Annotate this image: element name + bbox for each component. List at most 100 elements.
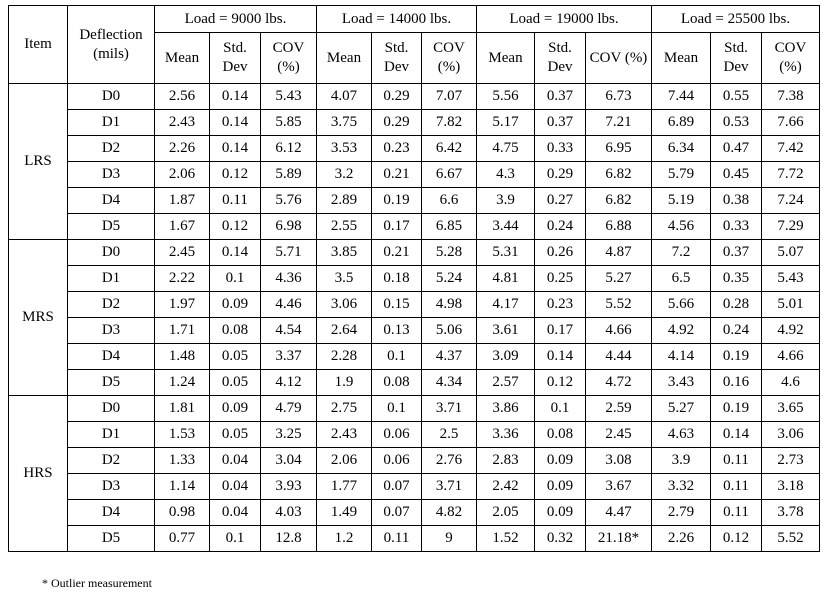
value-cell: 3.08 bbox=[585, 447, 652, 474]
table-row: D2 2.26 0.14 6.12 3.53 0.23 6.42 4.75 0.33 6.95 6.… bbox=[9, 135, 820, 162]
value-cell: 0.33 bbox=[710, 213, 762, 240]
value-cell: 0.12 bbox=[209, 213, 261, 240]
table-row: HRS D0 1.81 0.09 4.79 2.75 0.1 3.71 3.86 0.1 2.59 5… bbox=[8, 395, 820, 552]
value-cell: 2.26 bbox=[651, 525, 711, 552]
header-std-dev: Std. Dev bbox=[209, 32, 261, 84]
header-cov: COV (%) bbox=[421, 32, 477, 84]
header-std-dev: Std. Dev bbox=[534, 32, 586, 84]
value-cell: 0.09 bbox=[534, 447, 586, 474]
value-cell: 3.71 bbox=[421, 473, 477, 500]
value-cell: 5.19 bbox=[651, 187, 711, 214]
value-cell: 2.43 bbox=[316, 421, 372, 448]
value-cell: 5.07 bbox=[761, 239, 820, 266]
deflection-cell: D0 bbox=[67, 83, 155, 110]
value-cell: 0.24 bbox=[534, 213, 586, 240]
value-cell: 7.2 bbox=[651, 239, 711, 266]
value-cell: 0.11 bbox=[710, 499, 762, 526]
value-cell: 1.53 bbox=[154, 421, 210, 448]
value-cell: 1.9 bbox=[316, 369, 372, 396]
value-cell: 0.21 bbox=[371, 239, 422, 266]
table-row: D4 1.48 0.05 3.37 2.28 0.1 4.37 3.09 0.14 4.44 4.1… bbox=[9, 343, 820, 370]
header-load-14000: Load = 14000 lbs. bbox=[316, 5, 477, 33]
header-cov: COV (%) bbox=[260, 32, 317, 84]
value-cell: 6.34 bbox=[651, 135, 711, 162]
value-cell: 5.89 bbox=[260, 161, 317, 188]
table-row: D3 1.71 0.08 4.54 2.64 0.13 5.06 3.61 0.17 4.66 4.… bbox=[9, 317, 820, 344]
deflection-cell: D5 bbox=[67, 525, 155, 552]
value-cell: 5.79 bbox=[651, 161, 711, 188]
value-cell: 1.48 bbox=[154, 343, 210, 370]
value-cell: 3.67 bbox=[585, 473, 652, 500]
value-cell: 1.14 bbox=[154, 473, 210, 500]
value-cell: 2.89 bbox=[316, 187, 372, 214]
value-cell: 5.27 bbox=[585, 265, 652, 292]
value-cell: 0.37 bbox=[534, 109, 586, 136]
value-cell: 4.66 bbox=[585, 317, 652, 344]
value-cell: 0.06 bbox=[371, 447, 422, 474]
value-cell: 5.76 bbox=[260, 187, 317, 214]
value-cell: 0.29 bbox=[371, 83, 422, 110]
table-row: D5 0.77 0.1 12.8 1.2 0.11 9 1.52 0.32 21.18* 2.26 0… bbox=[9, 525, 820, 552]
value-cell: 3.9 bbox=[476, 187, 535, 214]
value-cell: 0.19 bbox=[710, 395, 762, 422]
value-cell: 0.29 bbox=[371, 109, 422, 136]
value-cell: 0.32 bbox=[534, 525, 586, 552]
value-cell: 0.14 bbox=[209, 135, 261, 162]
value-cell: 5.28 bbox=[421, 239, 477, 266]
value-cell: 0.25 bbox=[534, 265, 586, 292]
value-cell: 0.18 bbox=[371, 265, 422, 292]
value-cell: 7.72 bbox=[761, 161, 820, 188]
value-cell: 0.11 bbox=[209, 187, 261, 214]
value-cell: 4.47 bbox=[585, 499, 652, 526]
deflection-cell: D0 bbox=[67, 239, 155, 266]
value-cell: 4.56 bbox=[651, 213, 711, 240]
value-cell: 4.75 bbox=[476, 135, 535, 162]
value-cell: 4.87 bbox=[585, 239, 652, 266]
header-load-9000: Load = 9000 lbs. bbox=[154, 5, 317, 33]
table-row: D1 2.22 0.1 4.36 3.5 0.18 5.24 4.81 0.25 5.27 6.5 0… bbox=[9, 265, 820, 292]
value-cell: 3.65 bbox=[761, 395, 820, 422]
value-cell: 4.46 bbox=[260, 291, 317, 318]
value-cell: 0.47 bbox=[710, 135, 762, 162]
value-cell: 0.12 bbox=[534, 369, 586, 396]
value-cell: 0.11 bbox=[710, 473, 762, 500]
value-cell: 0.08 bbox=[371, 369, 422, 396]
deflection-cell: D2 bbox=[67, 135, 155, 162]
value-cell: 7.21 bbox=[585, 109, 652, 136]
value-cell: 0.14 bbox=[209, 83, 261, 110]
value-cell: 2.59 bbox=[585, 395, 652, 422]
header-std-dev: Std. Dev bbox=[710, 32, 762, 84]
value-cell: 3.36 bbox=[476, 421, 535, 448]
value-cell: 4.54 bbox=[260, 317, 317, 344]
value-cell: 21.18* bbox=[585, 525, 652, 552]
value-cell: 0.35 bbox=[710, 265, 762, 292]
value-cell: 1.71 bbox=[154, 317, 210, 344]
header-mean: Mean bbox=[651, 32, 711, 84]
value-cell: 6.12 bbox=[260, 135, 317, 162]
value-cell: 0.1 bbox=[209, 525, 261, 552]
deflection-cell: D5 bbox=[67, 213, 155, 240]
value-cell: 0.04 bbox=[209, 499, 261, 526]
value-cell: 5.31 bbox=[476, 239, 535, 266]
value-cell: 0.29 bbox=[534, 161, 586, 188]
value-cell: 3.61 bbox=[476, 317, 535, 344]
value-cell: 3.9 bbox=[651, 447, 711, 474]
value-cell: 0.33 bbox=[534, 135, 586, 162]
value-cell: 3.09 bbox=[476, 343, 535, 370]
deflection-cell: D4 bbox=[67, 187, 155, 214]
value-cell: 4.72 bbox=[585, 369, 652, 396]
table-row: D3 2.06 0.12 5.89 3.2 0.21 6.67 4.3 0.29 6.82 5.79… bbox=[9, 161, 820, 188]
header-cov: COV (%) bbox=[761, 32, 820, 84]
value-cell: 0.1 bbox=[209, 265, 261, 292]
value-cell: 3.43 bbox=[651, 369, 711, 396]
deflection-cell: D1 bbox=[67, 265, 155, 292]
value-cell: 0.23 bbox=[534, 291, 586, 318]
value-cell: 2.56 bbox=[154, 83, 210, 110]
value-cell: 0.06 bbox=[371, 421, 422, 448]
value-cell: 0.26 bbox=[534, 239, 586, 266]
item-cell: LRS bbox=[8, 83, 68, 240]
item-cell: MRS bbox=[8, 239, 68, 396]
value-cell: 7.44 bbox=[651, 83, 711, 110]
header-row-stats: Mean Std. Dev COV (%) Mean Std. Dev COV … bbox=[9, 32, 820, 84]
table-row: D2 1.97 0.09 4.46 3.06 0.15 4.98 4.17 0.23 5.52 5.… bbox=[9, 291, 820, 318]
